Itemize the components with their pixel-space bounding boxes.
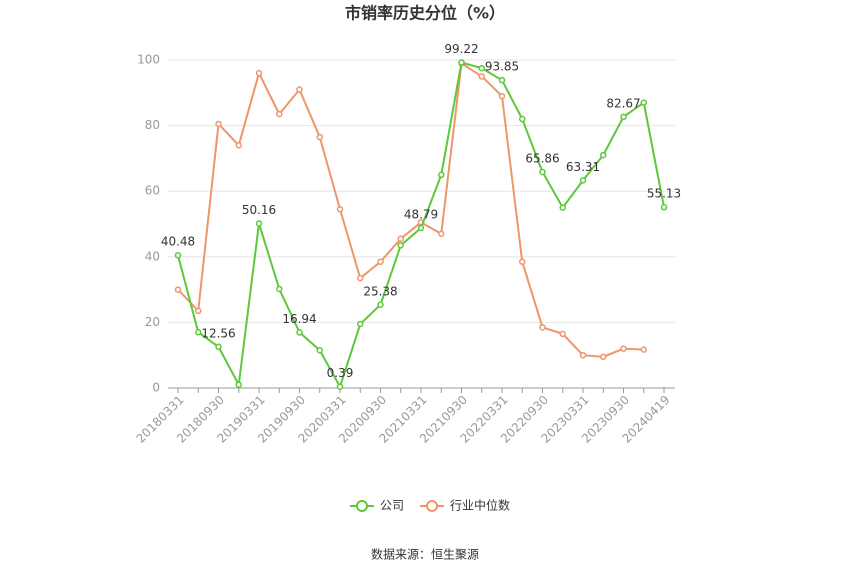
data-point (235, 142, 242, 149)
data-point (600, 353, 607, 361)
data-point (539, 168, 546, 176)
y-tick-label: 20 (145, 315, 160, 329)
data-point (235, 381, 242, 388)
data-label: 25.38 (363, 284, 397, 298)
legend-label: 公司 (380, 499, 404, 513)
data-label: 16.94 (282, 312, 316, 326)
data-point (377, 301, 384, 309)
data-label: 0.39 (327, 366, 354, 380)
data-point (255, 220, 263, 227)
data-point (296, 329, 303, 336)
data-point (174, 286, 182, 293)
data-point (316, 347, 323, 354)
data-point (559, 204, 566, 211)
legend-marker (356, 500, 368, 512)
y-tick-label: 100 (137, 53, 160, 67)
data-point (174, 251, 182, 259)
data-point (579, 351, 587, 359)
data-point (438, 171, 445, 179)
legend-label: 行业中位数 (450, 498, 510, 513)
data-point (397, 242, 404, 249)
data-point (255, 69, 263, 77)
data-point (377, 258, 384, 265)
y-tick-label: 40 (145, 249, 160, 263)
data-point (438, 230, 445, 238)
data-label: 12.56 (201, 326, 235, 340)
data-label: 93.85 (485, 60, 519, 74)
legend-marker (426, 500, 439, 512)
data-label: 50.16 (242, 203, 276, 217)
data-label: 48.79 (404, 207, 438, 221)
data-point (316, 133, 323, 141)
data-point (296, 86, 303, 93)
data-point (336, 383, 344, 390)
data-point (195, 328, 202, 336)
data-point (498, 92, 506, 100)
data-point (559, 330, 566, 338)
data-point (357, 320, 364, 328)
data-point (478, 64, 485, 72)
data-point (660, 203, 668, 211)
data-point (215, 120, 222, 128)
data-point (215, 343, 222, 351)
data-label: 99.22 (444, 42, 478, 56)
data-point (357, 274, 364, 282)
data-point (498, 76, 506, 84)
data-point (519, 258, 526, 265)
chart-title: 市销率历史分位（%） (345, 4, 505, 23)
data-point (417, 224, 425, 232)
data-point (276, 110, 283, 118)
data-label: 65.86 (525, 151, 559, 165)
data-label: 55.13 (647, 187, 681, 201)
data-point (640, 99, 647, 106)
data-point (620, 113, 627, 121)
data-point (478, 73, 485, 80)
data-point (276, 285, 283, 293)
data-point (640, 346, 647, 353)
data-label: 63.31 (566, 160, 600, 174)
data-label: 40.48 (161, 235, 195, 249)
data-point (458, 59, 465, 66)
data-point (620, 345, 627, 352)
data-point (539, 324, 546, 331)
data-point (579, 177, 587, 184)
data-point (600, 151, 607, 159)
y-tick-label: 0 (152, 381, 160, 395)
data-label: 82.67 (606, 96, 640, 110)
data-point (519, 115, 526, 123)
y-tick-label: 80 (145, 118, 160, 132)
data-point (397, 235, 404, 243)
data-point (195, 307, 202, 315)
data-point (336, 205, 344, 213)
series-line (177, 61, 644, 358)
source-note: 数据来源：恒生聚源 (371, 547, 479, 562)
y-tick-label: 60 (145, 184, 160, 198)
